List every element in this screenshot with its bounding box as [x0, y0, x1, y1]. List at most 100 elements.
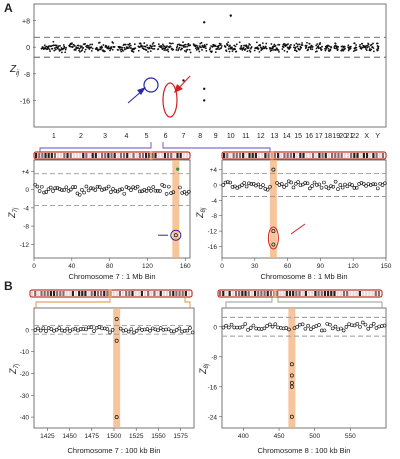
genome-point: [143, 42, 146, 44]
b-zoom-connectors: [35, 296, 383, 308]
ideogram-band: [85, 153, 88, 158]
genome-point: [98, 48, 101, 51]
genome-point: [183, 49, 186, 52]
genome-point: [86, 44, 89, 47]
data-point: [126, 329, 131, 334]
genome-point: [187, 42, 190, 45]
data-point: [102, 187, 106, 192]
outlier-point: [114, 338, 119, 343]
y-tick-label: -8: [211, 354, 217, 361]
data-point: [282, 185, 286, 189]
genome-point: [231, 46, 233, 49]
genome-point: [52, 40, 55, 43]
data-point: [383, 181, 387, 186]
genome-point: [189, 51, 192, 54]
ideogram-band: [232, 153, 235, 158]
ideogram-band: [365, 153, 369, 158]
data-point: [177, 326, 182, 331]
genome-point: [319, 42, 322, 44]
genome-point: [272, 46, 274, 49]
genome-point: [162, 45, 165, 47]
genome-point: [265, 47, 268, 50]
data-point: [371, 321, 376, 326]
data-point: [293, 181, 298, 186]
genome-point: [335, 46, 338, 49]
ideogram-band: [378, 153, 381, 158]
genome-point: [162, 43, 164, 46]
data-point: [180, 191, 184, 195]
genome-point: [80, 46, 82, 49]
genome-point: [281, 48, 284, 50]
genome-point: [186, 48, 189, 51]
data-point: [375, 186, 380, 191]
genome-point: [56, 47, 59, 50]
ideogram-band: [226, 153, 229, 158]
genome-point: [111, 48, 114, 51]
ideogram-band: [334, 153, 337, 158]
chromosome-label: 1: [52, 133, 56, 140]
genome-point: [131, 50, 134, 53]
genome-point: [327, 47, 330, 50]
genome-point: [361, 46, 364, 49]
ideogram-band: [339, 291, 342, 296]
ideogram-band: [374, 291, 377, 296]
x-tick-label: 0: [32, 263, 36, 270]
chromosome-label: 10: [227, 133, 235, 140]
ideogram-band: [371, 291, 374, 296]
genome-point: [125, 47, 128, 50]
ideogram-band: [87, 291, 90, 296]
data-point: [188, 326, 192, 330]
genome-point: [247, 45, 250, 48]
outlier-point: [271, 229, 276, 234]
ideogram-band: [134, 291, 137, 296]
y-tick-label: -4: [211, 198, 217, 205]
ideogram-band: [94, 153, 97, 158]
genome-point: [219, 43, 222, 45]
genome-point: [333, 47, 336, 50]
genome-point: [209, 47, 212, 49]
data-point: [270, 324, 275, 329]
genome-points: [40, 40, 380, 54]
ideogram-band: [264, 153, 267, 158]
y-tick-label: -8: [211, 213, 217, 220]
data-point: [279, 182, 284, 186]
genome-point: [205, 49, 208, 52]
x-tick-label: 550: [345, 433, 356, 440]
data-point: [135, 184, 140, 189]
genome-point: [376, 49, 379, 51]
genome-point: [139, 42, 142, 45]
ideogram-band: [304, 291, 307, 296]
data-point: [289, 180, 293, 185]
genome-point: [293, 46, 295, 49]
ideogram-band: [247, 291, 250, 296]
genome-point: [103, 50, 106, 53]
data-point: [124, 328, 128, 332]
ideogram-band: [257, 153, 261, 158]
data-point: [137, 326, 142, 331]
genome-point: [184, 43, 187, 46]
data-point: [93, 188, 98, 192]
data-point: [44, 190, 49, 194]
ideogram-band: [52, 291, 56, 296]
data-point: [305, 181, 310, 186]
genome-point: [91, 43, 94, 46]
genome-point: [171, 42, 174, 45]
genome-outliers: [182, 14, 232, 102]
ideogram-band: [377, 291, 381, 296]
data-point: [132, 330, 136, 335]
genome-point: [48, 45, 50, 47]
genome-y-tick-label: 0: [26, 45, 30, 52]
ideogram-band: [346, 291, 349, 296]
chromosome-label: 20: [339, 133, 347, 140]
genome-point: [123, 48, 126, 51]
genome-point: [211, 45, 214, 48]
genome-point: [309, 48, 312, 50]
ideogram-band: [365, 291, 368, 296]
genome-y-tick-label: +8: [22, 19, 30, 26]
data-point: [328, 322, 332, 327]
genome-point: [290, 43, 292, 46]
ideogram-band: [228, 291, 231, 296]
data-point: [287, 327, 291, 332]
genome-point: [63, 47, 66, 49]
x-tick-label: 1500: [107, 433, 122, 440]
